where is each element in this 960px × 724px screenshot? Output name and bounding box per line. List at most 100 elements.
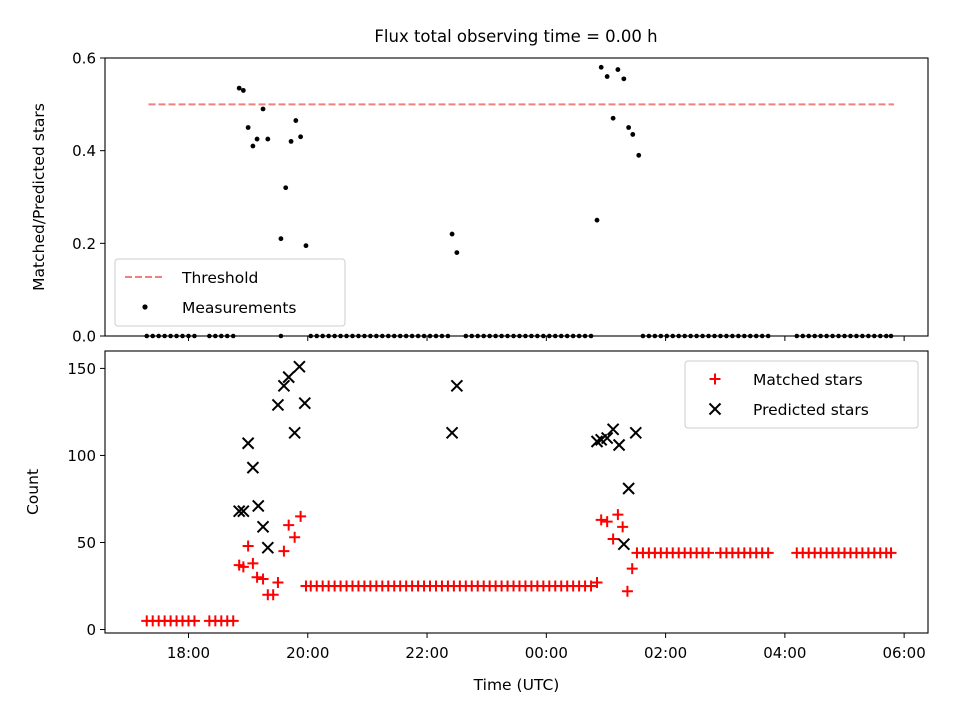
matched-star-point: [591, 577, 603, 589]
plot-frame: [104, 57, 929, 337]
legend: Matched stars Predicted stars: [684, 360, 919, 429]
predicted-star-point: [252, 499, 265, 513]
y-axis-label: Count: [24, 469, 42, 515]
legend-label: Measurements: [182, 299, 297, 317]
matched-star-point: [601, 516, 613, 528]
y-axis-label: Matched/Predicted stars: [30, 103, 48, 291]
x-tick-label: 02:00: [644, 644, 687, 662]
plot-frame: [104, 350, 929, 634]
matched-star-point: [617, 521, 629, 533]
y-tick-label: 0: [86, 621, 96, 639]
predicted-star-point: [612, 438, 626, 452]
predicted-star-point: [277, 379, 291, 393]
measurement-point: [283, 185, 289, 191]
matched-star-point: [272, 577, 284, 589]
x-tick-label: 18:00: [167, 644, 210, 662]
measurement-point: [293, 118, 299, 123]
y-tick-label: 150: [67, 360, 96, 378]
matched-star-point: [188, 615, 200, 627]
matched-star-point: [621, 585, 633, 597]
predicted-star-point: [606, 423, 620, 436]
matched-star-point: [585, 580, 597, 592]
matched-star-point: [885, 547, 897, 559]
matched-star-point: [227, 615, 239, 627]
predicted-star-point: [232, 504, 246, 518]
predicted-star-point: [629, 426, 642, 440]
legend-label: Matched stars: [753, 371, 863, 389]
predicted-star-point: [237, 504, 250, 518]
y-tick-label: 0.0: [72, 328, 96, 346]
y-tick-label: 0.6: [72, 50, 96, 68]
matched-star-point: [283, 519, 295, 531]
y-tick-label: 100: [67, 447, 96, 465]
predicted-star-point: [282, 370, 295, 384]
predicted-star-point: [246, 461, 260, 474]
matched-star-point: [595, 514, 607, 526]
legend-label: Predicted stars: [753, 401, 869, 419]
measurement-point: [303, 243, 309, 249]
measurement-point: [610, 115, 616, 121]
measurement-point: [621, 76, 627, 82]
matched-star-point: [607, 533, 619, 545]
predicted-star-point: [288, 426, 301, 440]
predicted-star-point: [293, 360, 306, 373]
measurement-point: [615, 67, 621, 72]
matched-star-point: [267, 589, 279, 601]
measurement-point: [265, 136, 271, 142]
x-tick-label: 04:00: [763, 644, 806, 662]
matched-star-point: [278, 545, 290, 557]
measurement-point: [278, 236, 284, 242]
predicted-star-point: [600, 431, 614, 445]
matched-star-point: [251, 571, 263, 583]
measurement-point: [236, 85, 242, 91]
matched-star-point: [703, 547, 715, 559]
predicted-star-point: [590, 435, 604, 448]
panel-1: 0.0 0.2 0.4 0.6 Matched/Predicted stars Thres…: [30, 50, 929, 346]
matched-star-point: [247, 557, 259, 569]
predicted-star-point: [450, 379, 464, 393]
x-tick-label: 20:00: [286, 644, 329, 662]
measurement-point: [260, 106, 266, 112]
legend: Threshold Measurements: [114, 258, 346, 327]
predicted-star-point: [617, 538, 631, 551]
x-tick-label: 22:00: [405, 644, 448, 662]
measurement-point: [630, 132, 636, 137]
legend-box: [114, 258, 346, 327]
predicted-star-point: [256, 520, 270, 534]
matched-star-point: [612, 509, 624, 521]
legend-box: [684, 360, 919, 429]
measurement-point: [298, 134, 304, 140]
measurement-point: [254, 136, 260, 142]
predicted-star-point: [271, 398, 285, 412]
chart-title: Flux total observing time = 0.00 h: [374, 27, 657, 46]
x-axis-label: Time (UTC): [473, 676, 560, 694]
measurement-point: [626, 125, 632, 130]
measurement-point: [598, 64, 604, 70]
x-tick-label: 06:00: [883, 644, 926, 662]
predicted-star-point: [261, 541, 275, 554]
matched-star-point: [289, 531, 301, 543]
measurement-point: [454, 250, 460, 256]
y-tick-label: 0.4: [72, 142, 96, 160]
legend-matched-swatch: [709, 373, 721, 385]
y-tick-label: 50: [77, 534, 96, 552]
legend-label: Threshold: [181, 269, 258, 287]
predicted-star-point: [445, 426, 459, 440]
predicted-star-point: [622, 482, 635, 495]
predicted-star-point: [241, 437, 255, 450]
measurement-point: [245, 125, 251, 130]
measurement-point: [636, 152, 642, 158]
legend-predicted-swatch: [708, 402, 722, 416]
measurement-point: [240, 88, 246, 93]
measurement-point: [604, 74, 610, 79]
y-tick-label: 0.2: [72, 235, 96, 253]
matched-star-point: [762, 547, 774, 559]
measurement-point: [288, 139, 294, 144]
measurement-point: [594, 217, 600, 223]
predicted-star-point: [298, 397, 311, 410]
matched-star-point: [242, 540, 254, 552]
matched-star-point: [295, 510, 307, 522]
x-tick-label: 00:00: [525, 644, 568, 662]
measurement-point: [250, 143, 256, 149]
